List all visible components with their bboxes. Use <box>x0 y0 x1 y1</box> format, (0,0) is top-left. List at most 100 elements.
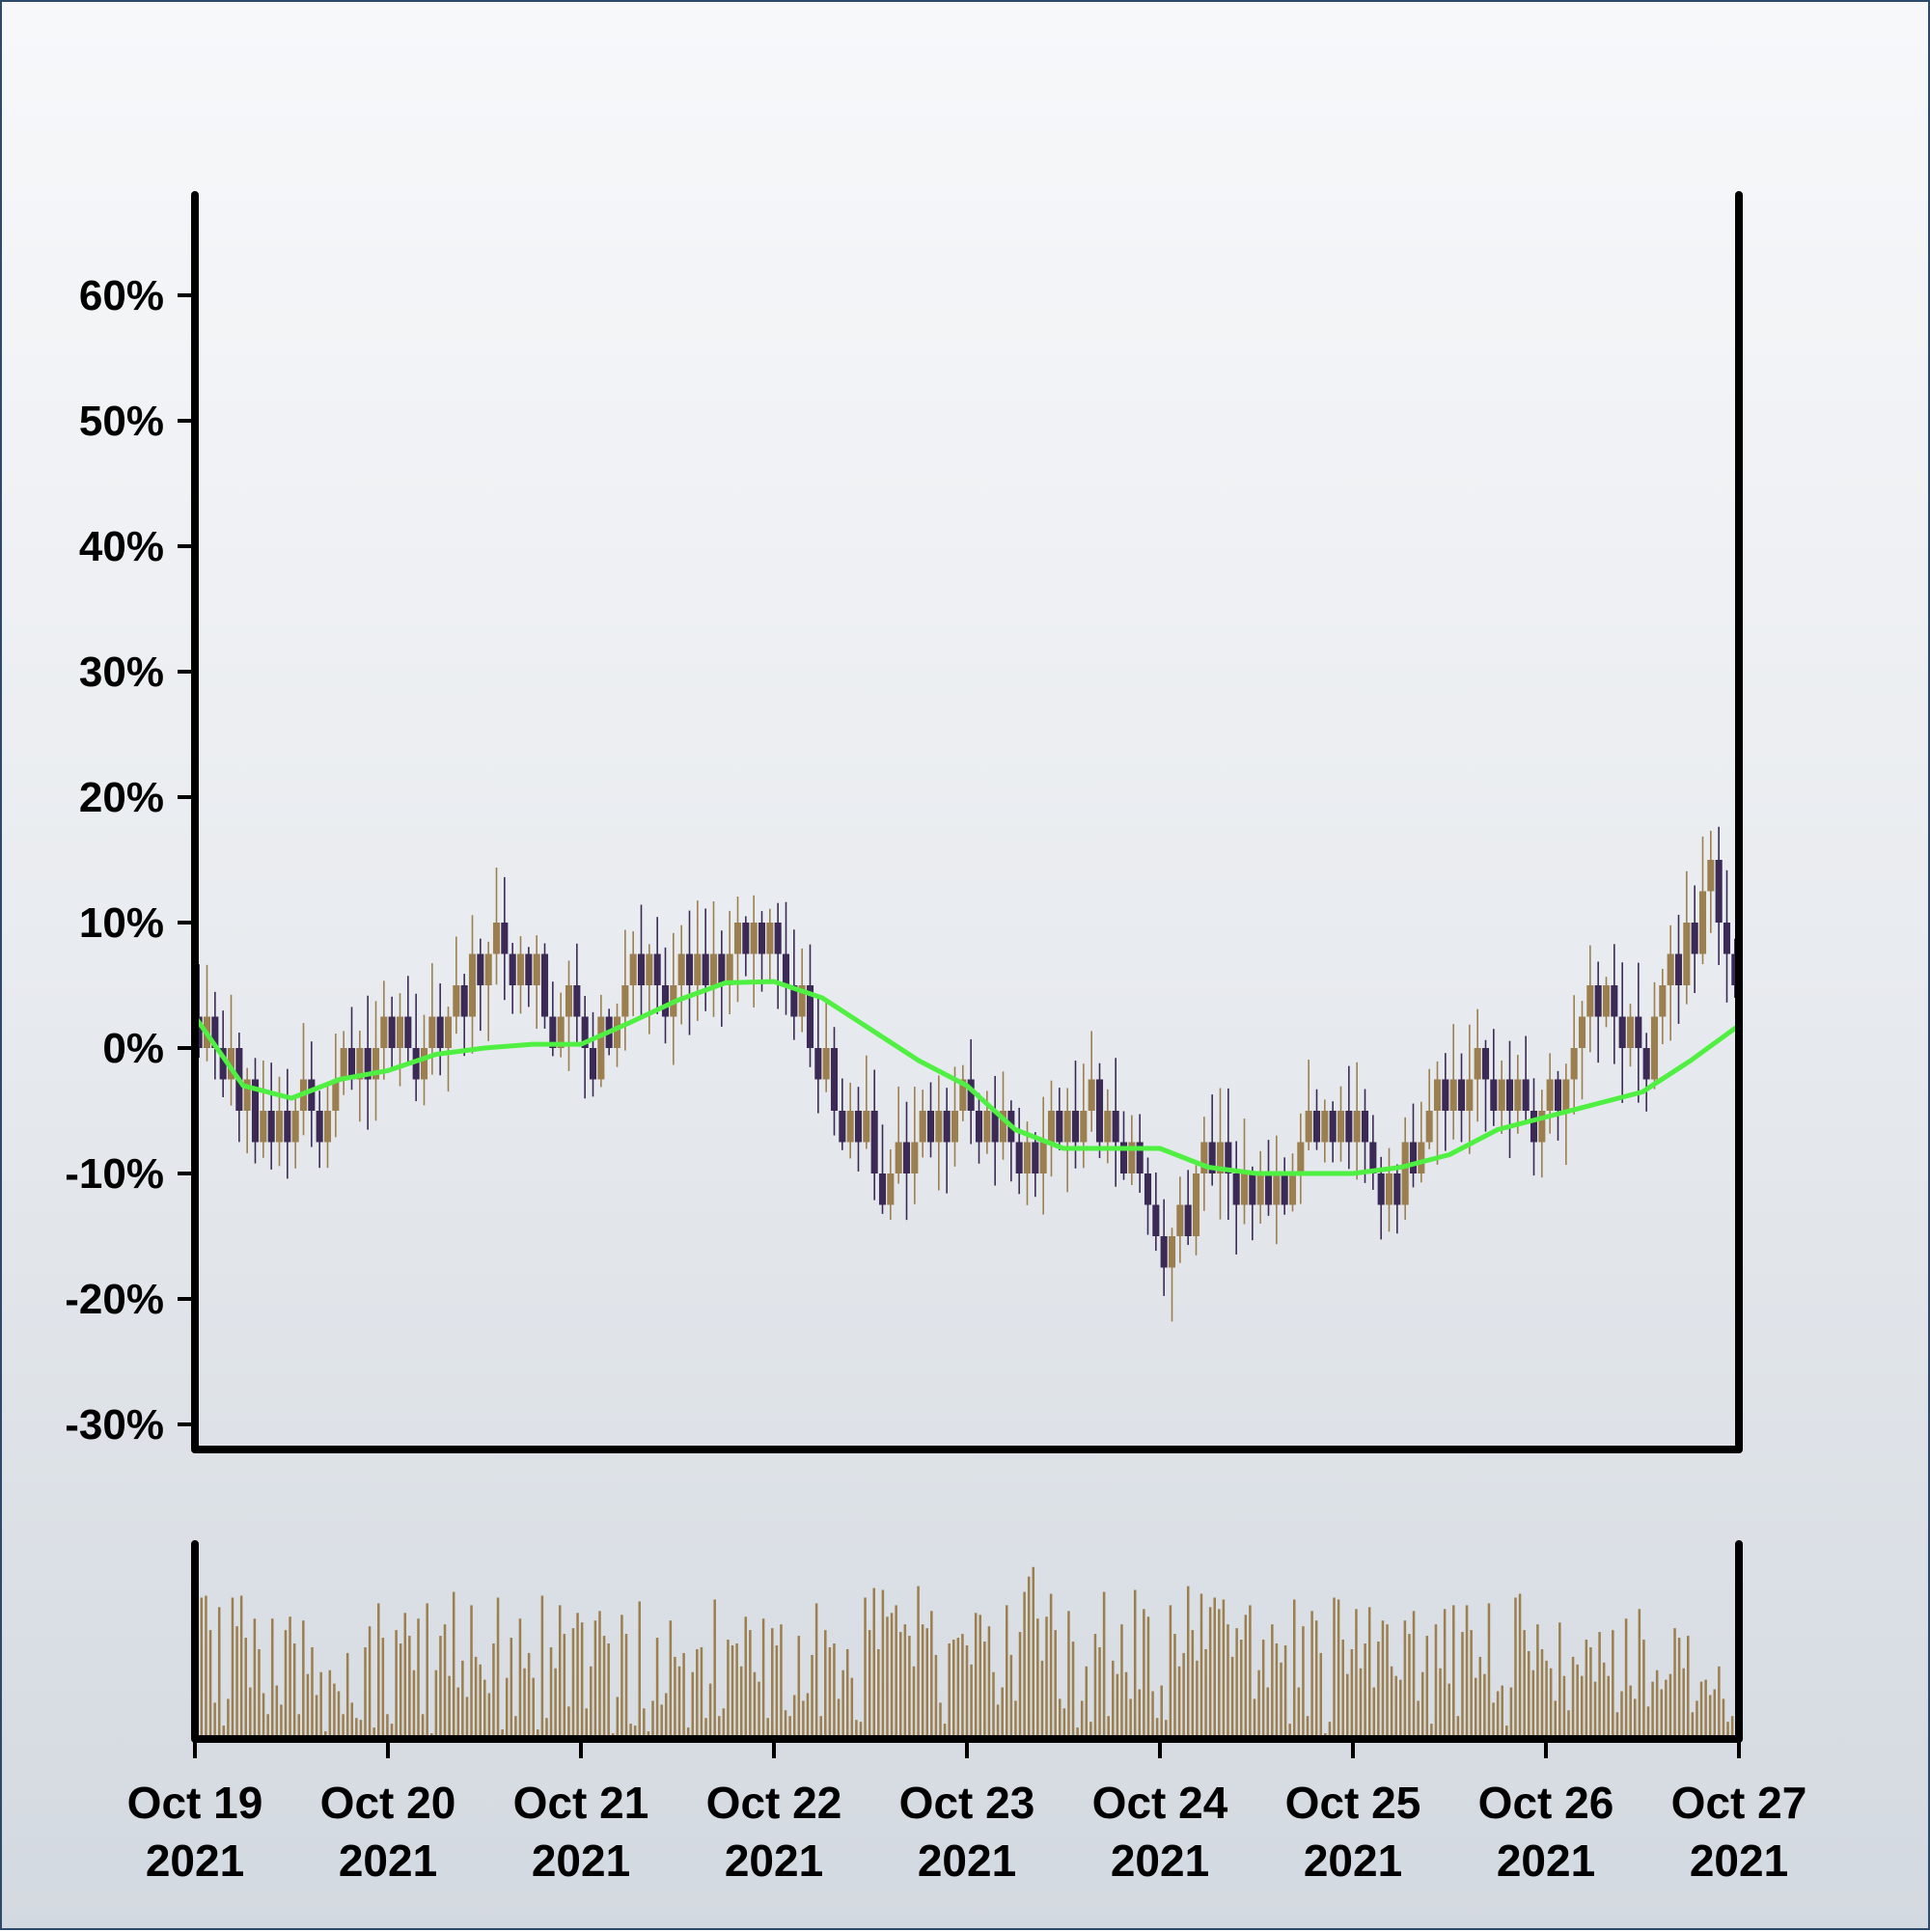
volume-bar <box>1059 1698 1062 1739</box>
x-tick-label-year: 2021 <box>1690 1835 1788 1886</box>
candle <box>1312 1089 1321 1150</box>
candle <box>1474 1008 1481 1122</box>
volume-bar <box>270 1618 274 1739</box>
volume-bar <box>1545 1660 1548 1739</box>
volume-bar <box>1668 1673 1672 1739</box>
volume-bar <box>1230 1656 1234 1739</box>
volume-bar <box>735 1643 738 1739</box>
volume-bar <box>262 1693 265 1739</box>
volume-bar <box>620 1615 623 1739</box>
candle <box>484 941 492 1041</box>
candle <box>316 1090 323 1169</box>
volume-bar <box>1549 1668 1553 1739</box>
volume-bar <box>1629 1685 1632 1739</box>
y-tick-label: -10% <box>65 1150 164 1198</box>
volume-bar <box>872 1587 875 1739</box>
volume-bar <box>1208 1607 1212 1739</box>
y-tick-label: 60% <box>79 272 164 319</box>
candle <box>782 901 790 1015</box>
volume-bar <box>1531 1670 1535 1739</box>
candle <box>911 1087 919 1204</box>
volume-bar <box>284 1630 288 1739</box>
volume-bar <box>1306 1716 1310 1739</box>
candle <box>1698 836 1707 965</box>
volume-bar <box>925 1628 928 1739</box>
volume-bar <box>1372 1687 1376 1739</box>
candle <box>975 1092 983 1164</box>
volume-bar <box>540 1595 544 1739</box>
volume-bar <box>1474 1677 1477 1739</box>
candle <box>878 1124 887 1214</box>
volume-bar <box>1554 1700 1558 1739</box>
candle <box>830 1027 839 1136</box>
volume-bar <box>1023 1591 1026 1739</box>
candle <box>540 943 549 1029</box>
volume-bar <box>350 1702 354 1739</box>
volume-bar <box>1266 1687 1270 1739</box>
volume-bar <box>372 1727 375 1739</box>
volume-bar <box>1076 1727 1079 1739</box>
volume-bar <box>1567 1710 1570 1739</box>
volume-bar <box>1222 1599 1226 1739</box>
volume-bar <box>1191 1630 1195 1739</box>
candle <box>412 993 420 1102</box>
volume-bar <box>1708 1695 1712 1739</box>
volume-bar <box>567 1706 570 1739</box>
volume-bar <box>1244 1615 1248 1739</box>
price-panel: 60% 50% 40% 30% 20% 10% 0% -10% -20% -30% <box>65 191 1743 1453</box>
volume-bar <box>208 1630 212 1739</box>
candle <box>991 1075 999 1186</box>
volume-bar <box>456 1687 460 1739</box>
volume-bar <box>1390 1666 1393 1739</box>
candle <box>1249 1166 1256 1241</box>
candle <box>1659 968 1667 1045</box>
candle <box>1449 1024 1457 1140</box>
candle <box>1256 1150 1264 1224</box>
x-tick-label-date: Oct 19 <box>127 1778 263 1828</box>
volume-bar <box>213 1702 216 1739</box>
volume-bar <box>1399 1679 1402 1739</box>
volume-bar <box>1665 1679 1668 1739</box>
volume-bar <box>1364 1643 1366 1739</box>
volume-bar <box>434 1670 438 1739</box>
volume-bar <box>1355 1609 1358 1739</box>
x-tick-label-date: Oct 22 <box>706 1778 842 1828</box>
candle <box>372 1001 380 1121</box>
volume-bar <box>943 1724 947 1739</box>
volume-bar <box>961 1634 964 1739</box>
candle <box>203 964 211 1062</box>
volume-bar <box>510 1638 513 1739</box>
volume-bar <box>222 1725 226 1739</box>
volume-bar <box>1054 1630 1057 1739</box>
candle <box>492 868 501 985</box>
volume-bar <box>886 1616 889 1739</box>
candle <box>887 1149 895 1221</box>
price-axes <box>191 191 1743 1453</box>
volume-bar <box>1155 1718 1159 1739</box>
volume-bar <box>1280 1662 1282 1739</box>
candle <box>943 1088 951 1194</box>
candle <box>1184 1170 1192 1246</box>
volume-bar <box>217 1607 221 1739</box>
candle <box>926 1082 935 1158</box>
candle <box>1216 1088 1225 1220</box>
volume-bar <box>333 1683 336 1739</box>
volume-bar <box>1381 1620 1385 1739</box>
volume-bar <box>1443 1609 1447 1739</box>
volume-bar <box>802 1700 805 1739</box>
volume-bar <box>258 1648 261 1739</box>
volume-bar <box>395 1630 398 1739</box>
volume-bar <box>355 1718 358 1739</box>
volume-bar <box>399 1643 402 1739</box>
volume-bar <box>205 1595 207 1739</box>
candle <box>1297 1113 1305 1204</box>
candle <box>589 1011 597 1097</box>
candle <box>340 1031 347 1095</box>
y-tick-label: -30% <box>65 1401 164 1449</box>
candle <box>758 911 766 992</box>
candle <box>1032 1132 1039 1198</box>
volume-bar <box>868 1630 871 1739</box>
candle <box>677 925 685 1025</box>
volume-bar <box>1032 1566 1035 1739</box>
